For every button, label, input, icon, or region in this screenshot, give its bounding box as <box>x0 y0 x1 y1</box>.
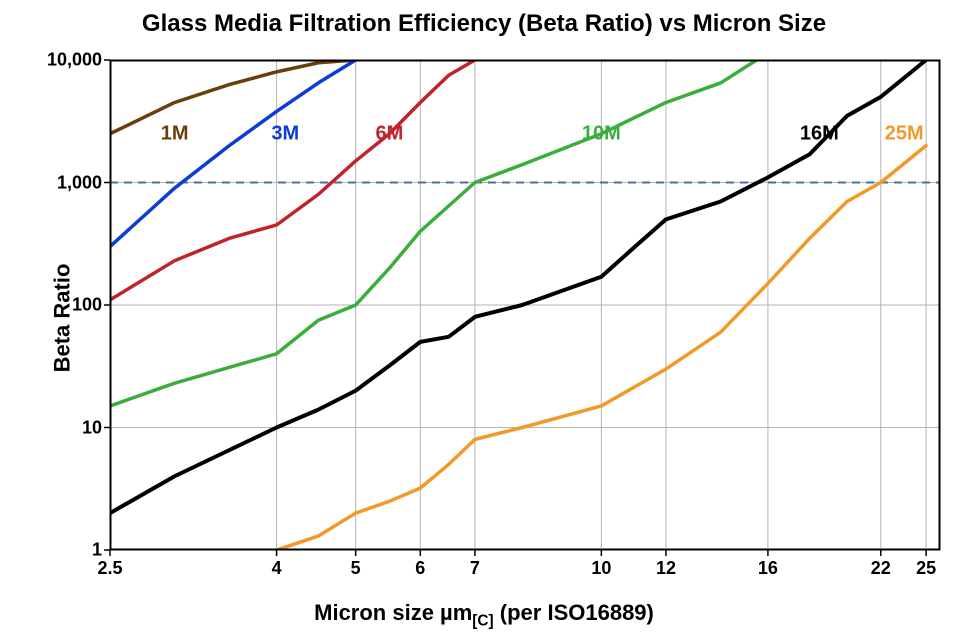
x-tick-label: 5 <box>351 550 361 579</box>
x-tick-label: 12 <box>656 550 676 579</box>
x-tick-label: 4 <box>272 550 282 579</box>
series-label-6M: 6M <box>376 122 404 145</box>
chart-container: Glass Media Filtration Efficiency (Beta … <box>0 0 968 636</box>
x-tick-label: 10 <box>591 550 611 579</box>
series-label-16M: 16M <box>800 122 839 145</box>
x-tick-label: 6 <box>415 550 425 579</box>
plot-area: 1101001,00010,0002.5456710121622251M3M6M… <box>110 60 940 550</box>
chart-title: Glass Media Filtration Efficiency (Beta … <box>0 10 968 38</box>
x-tick-label: 2.5 <box>97 550 122 579</box>
series-label-25M: 25M <box>885 122 924 145</box>
x-tick-label: 25 <box>916 550 936 579</box>
y-axis-label: Beta Ratio <box>49 264 75 373</box>
x-tick-label: 7 <box>470 550 480 579</box>
series-label-3M: 3M <box>271 122 299 145</box>
y-tick-label: 1,000 <box>57 172 110 193</box>
y-tick-label: 10 <box>82 417 110 438</box>
x-tick-label: 16 <box>758 550 778 579</box>
x-axis-label: Micron size µm[C] (per ISO16889) <box>0 600 968 630</box>
x-tick-label: 22 <box>871 550 891 579</box>
series-label-1M: 1M <box>161 122 189 145</box>
series-label-10M: 10M <box>582 122 621 145</box>
y-tick-label: 10,000 <box>47 50 110 71</box>
y-tick-label: 100 <box>72 295 110 316</box>
